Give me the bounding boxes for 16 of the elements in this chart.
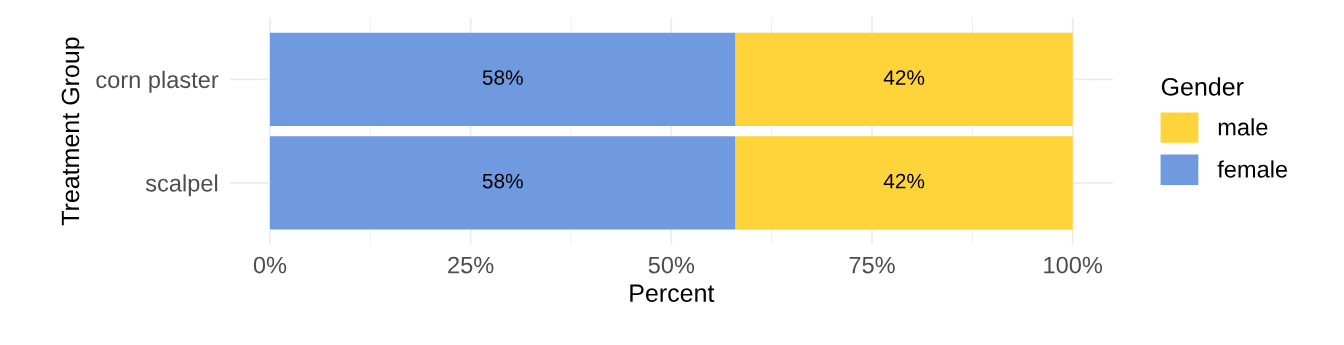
y-axis-title: Treatment Group	[61, 37, 85, 226]
y-tick-label: scalpel	[145, 174, 218, 197]
data-label: 58%	[482, 70, 523, 85]
legend-label: male	[1218, 118, 1268, 136]
legend-title: Gender	[1161, 77, 1244, 96]
x-axis-title: Percent	[630, 284, 715, 302]
x-tick-label: 75%	[849, 256, 895, 274]
data-label: 58%	[482, 173, 523, 189]
data-label: 42%	[883, 70, 925, 85]
legend-label: female	[1217, 160, 1288, 178]
x-tick-label: 0%	[253, 256, 287, 274]
x-tick-label: 100%	[1044, 256, 1103, 274]
data-label: 42%	[883, 173, 925, 189]
y-tick-label: corn plaster	[96, 70, 219, 93]
x-tick-label: 25%	[448, 256, 494, 274]
x-tick-label: 50%	[648, 256, 695, 274]
